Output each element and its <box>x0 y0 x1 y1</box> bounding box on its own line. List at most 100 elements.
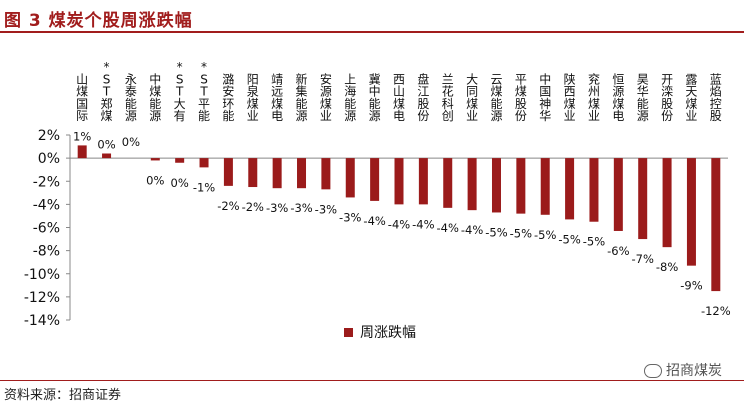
value-label: -4% <box>388 217 410 231</box>
bar <box>394 158 404 205</box>
category-label: 陕西煤业 <box>564 71 576 123</box>
category-label: 昊华能源 <box>637 72 649 123</box>
value-label: -3% <box>315 202 337 216</box>
value-label: -6% <box>607 244 629 258</box>
value-label: 0% <box>97 138 115 152</box>
bar <box>272 158 282 189</box>
category-label: 大同煤业 <box>466 72 478 123</box>
value-label: -1% <box>193 180 215 194</box>
bar <box>418 158 428 205</box>
legend-swatch <box>344 328 353 337</box>
value-label: -2% <box>242 200 264 214</box>
category-label: 靖远煤电 <box>271 72 283 123</box>
value-label: -5% <box>558 232 580 246</box>
category-label: * S T 大有 <box>174 60 186 123</box>
category-label: 平煤股份 <box>515 72 527 123</box>
bar <box>613 158 623 231</box>
value-label: -12% <box>701 304 731 318</box>
watermark: 招商煤炭 <box>644 360 722 380</box>
y-tick-label: -14% <box>24 313 60 329</box>
category-label: * S T 平能 <box>198 60 210 123</box>
value-label: -8% <box>656 260 678 274</box>
category-label: 上海能源 <box>344 72 356 123</box>
y-tick-label: 2% <box>38 128 60 144</box>
footer-rule <box>0 380 744 381</box>
bar <box>662 158 672 248</box>
value-label: 0% <box>146 173 164 187</box>
category-label: 安源煤业 <box>320 71 332 123</box>
category-label: 露天煤业 <box>685 72 697 123</box>
bar <box>150 158 160 161</box>
y-tick-label: -10% <box>24 267 60 283</box>
value-label: -4% <box>363 214 385 228</box>
bar <box>491 158 501 213</box>
bar <box>321 158 331 190</box>
bar <box>370 158 380 201</box>
bar-chart: 2% 0% -2% -4% -6% -8% -10% -12% -14% 山煤国际 1% * S T 郑煤 0… <box>24 60 731 341</box>
category-label: 西山煤电 <box>393 72 405 123</box>
bar <box>467 158 477 211</box>
bar <box>565 158 575 220</box>
category-label: 冀中能源 <box>369 72 381 123</box>
y-tick-label: 0% <box>38 151 60 167</box>
y-tick-label: -4% <box>33 197 60 213</box>
value-label: -4% <box>461 223 483 237</box>
bar <box>345 158 355 198</box>
category-label: 蓝焰控股 <box>710 72 722 123</box>
legend-label: 周涨跌幅 <box>360 325 416 341</box>
y-tick-label: -6% <box>33 221 60 237</box>
category-label: 盘江股份 <box>417 71 429 123</box>
value-label: -5% <box>583 235 605 249</box>
bar <box>199 158 209 168</box>
value-label: -9% <box>680 279 702 293</box>
value-label: -7% <box>632 252 654 266</box>
bar <box>102 153 112 159</box>
bar <box>540 158 550 215</box>
wechat-icon <box>644 364 662 378</box>
watermark-label: 招商煤炭 <box>666 363 722 379</box>
value-label: 0% <box>171 176 189 190</box>
value-label: 0% <box>122 135 140 149</box>
category-label: 潞安环能 <box>222 71 234 123</box>
bar <box>175 158 185 163</box>
value-label: -4% <box>412 217 434 231</box>
value-label: -2% <box>217 199 239 213</box>
category-label: 永泰能源 <box>125 72 137 123</box>
category-label: 中煤能源 <box>149 71 161 123</box>
bar <box>516 158 526 214</box>
bar <box>638 158 648 240</box>
bar <box>77 145 87 159</box>
value-label: -5% <box>510 227 532 241</box>
bar <box>223 158 233 186</box>
value-label: -5% <box>534 228 556 242</box>
category-label: 兰花科创 <box>442 72 454 123</box>
category-label: 开滦股份 <box>661 72 673 123</box>
y-tick-label: -12% <box>24 290 60 306</box>
bar <box>686 158 696 266</box>
y-tick-label: -2% <box>33 174 60 190</box>
category-label: 山煤国际 <box>76 72 88 123</box>
value-label: -3% <box>290 201 312 215</box>
y-tick-label: -8% <box>33 244 60 260</box>
title-rule <box>0 31 744 33</box>
category-label: * S T 郑煤 <box>101 60 113 123</box>
bar <box>589 158 599 222</box>
category-label: 兖州煤业 <box>588 71 600 123</box>
value-label: -5% <box>485 225 507 239</box>
bar <box>443 158 453 208</box>
value-label: -3% <box>339 210 361 224</box>
value-label: -4% <box>437 221 459 235</box>
category-label: 恒源煤电 <box>612 72 624 123</box>
title-bar: 图 3 煤炭个股周涨跌幅 <box>0 0 744 34</box>
category-label: 云煤能源 <box>490 72 502 123</box>
category-label: 阳泉煤业 <box>247 72 259 123</box>
value-label: 1% <box>73 129 91 143</box>
bar <box>248 158 258 188</box>
figure-title: 图 3 煤炭个股周涨跌幅 <box>4 11 193 31</box>
bar <box>711 158 721 292</box>
bar <box>297 158 307 189</box>
value-label: -3% <box>266 201 288 215</box>
source-note: 资料来源：招商证券 <box>4 388 122 403</box>
category-label: 中国神华 <box>539 71 551 123</box>
category-label: 新集能源 <box>296 71 308 123</box>
